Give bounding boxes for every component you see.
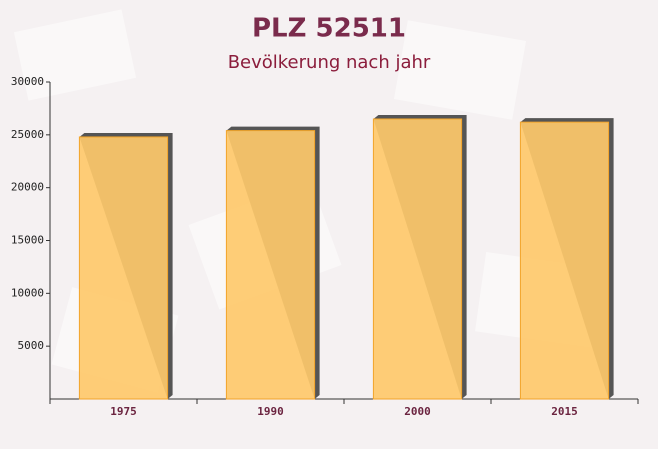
x-tick-label: 1975	[110, 405, 137, 418]
y-tick-label: 25000	[11, 128, 44, 141]
bar	[372, 118, 463, 400]
y-tick-label: 10000	[11, 286, 44, 299]
chart-title: PLZ 52511	[252, 14, 406, 44]
x-tick-label: 2015	[551, 405, 578, 418]
y-tick-label: 20000	[11, 181, 44, 194]
x-tick-label: 2000	[404, 405, 431, 418]
bar	[225, 130, 316, 400]
chart-subtitle: Bevölkerung nach jahr	[228, 52, 431, 73]
y-tick-label: 15000	[11, 234, 44, 247]
bar	[519, 121, 610, 400]
y-tick-label: 30000	[11, 75, 44, 88]
bar	[78, 136, 169, 400]
x-tick-label: 1990	[257, 405, 284, 418]
y-tick-label: 5000	[18, 339, 45, 352]
